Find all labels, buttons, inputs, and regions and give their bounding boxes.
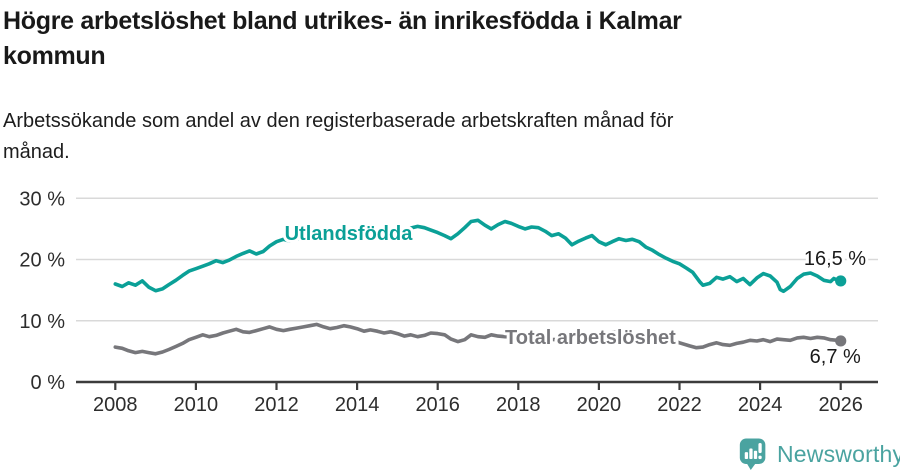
x-tick-label-2008: 2008 [93,394,138,416]
chart-subtitle: Arbetssökande som andel av den registerb… [3,106,863,168]
page-title-line1: Högre arbetslöshet bland utrikes- än inr… [3,7,682,35]
y-tick-label-0: 0 % [31,372,66,394]
newsworthy-logo-icon [739,438,766,470]
series-end-dot-1 [835,335,847,347]
x-tick-label-2020: 2020 [577,394,622,416]
x-tick-label-2016: 2016 [415,394,460,416]
page-title-line2: kommun [3,42,106,70]
x-tick-label-2024: 2024 [738,394,783,416]
series-label-utlandsfodda: Utlandsfödda [285,223,414,245]
series-line-1 [113,322,843,356]
unemployment-line-chart-svg: 0 % 10 % 20 % 30 % 2008 2010 2012 2014 2016 2018 2… [19,188,878,416]
x-tick-label-2014: 2014 [335,394,380,416]
x-tick-label-2022: 2022 [657,394,702,416]
series-line-0 [113,218,843,294]
series-end-dot-0 [835,275,847,287]
x-tick-label-2018: 2018 [496,394,541,416]
y-tick-label-20: 20 % [19,250,65,272]
chart-subtitle-line1: Arbetssökande som andel av den registerb… [3,110,674,132]
end-value-utlandsfodda: 16,5 % [804,248,866,270]
y-tick-label-10: 10 % [19,311,65,333]
chart-subtitle-line2: månad. [3,141,70,163]
x-tick-label-2012: 2012 [254,394,299,416]
newsworthy-logo[interactable]: Newsworthy [738,437,900,471]
end-value-total: 6,7 % [810,346,861,368]
x-tick-label-2010: 2010 [174,394,219,416]
y-tick-label-30: 30 % [19,188,65,210]
newsworthy-brand-text: Newsworthy [777,440,900,467]
x-tick-label-2026: 2026 [818,394,863,416]
page-title: Högre arbetslöshet bland utrikes- än inr… [3,4,863,74]
line-chart: 0 % 10 % 20 % 30 % 2008 2010 2012 2014 2016 2018 2… [0,182,900,434]
series-label-total: Total arbetslöshet [505,327,676,349]
